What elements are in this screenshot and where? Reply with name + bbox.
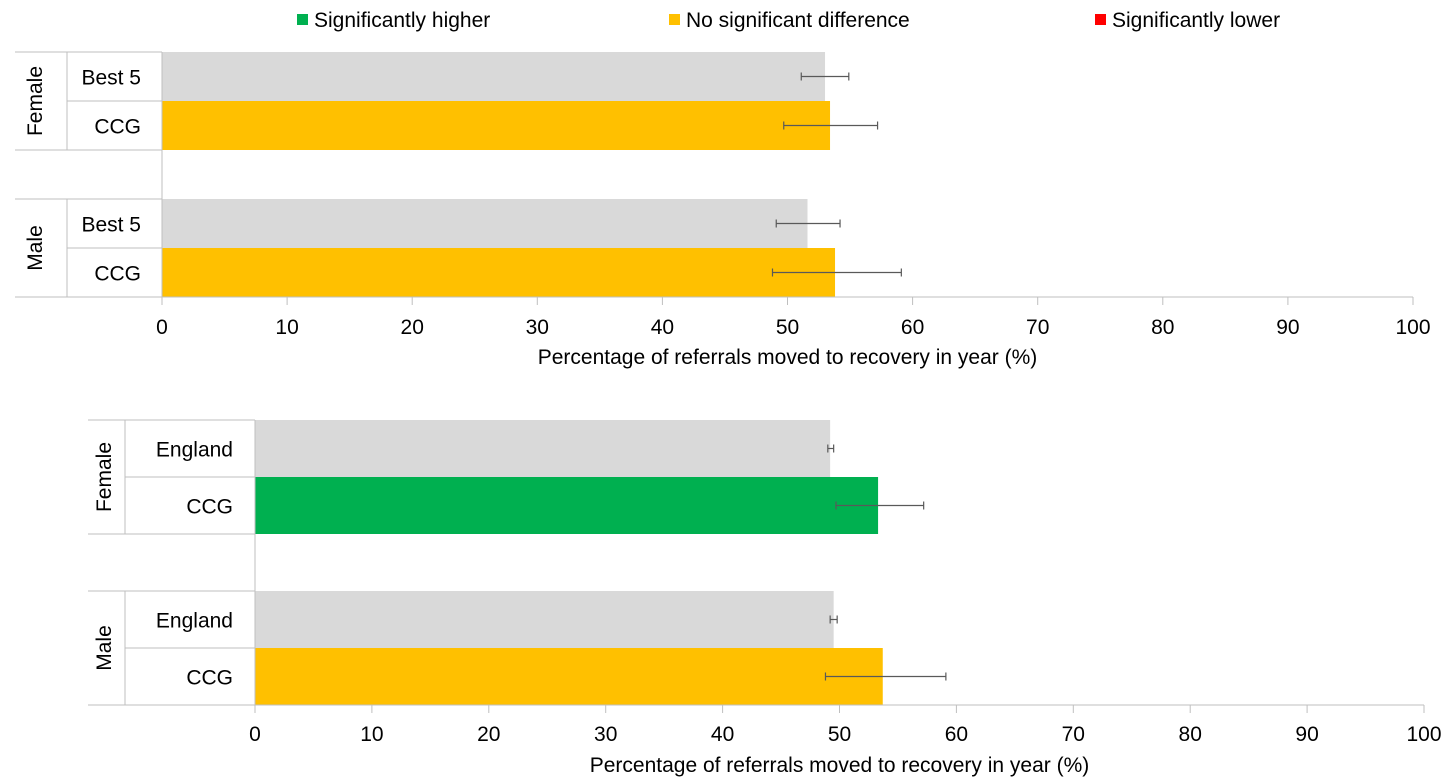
error-bar-male-england <box>829 615 838 624</box>
x-axis: 0 10 20 30 40 50 60 70 80 90 100 Percentage of refe… <box>88 704 1442 777</box>
bar-male-ccg <box>255 648 883 705</box>
error-bar-female-best-5 <box>800 72 850 81</box>
bar-male-england <box>255 591 834 648</box>
legend-item-significantly-lower: Significantly lower <box>1095 9 1280 32</box>
x-tick-label: 80 <box>1151 316 1174 339</box>
category-label: England <box>156 610 233 633</box>
x-tick-label: 70 <box>1062 723 1085 746</box>
legend-item-no-significant-difference: No significant difference <box>669 9 910 32</box>
category-label: CCG <box>186 496 233 519</box>
x-tick-label: 80 <box>1179 723 1202 746</box>
x-tick-label: 100 <box>1395 316 1430 339</box>
x-tick-label: 10 <box>360 723 383 746</box>
x-tick-label: 60 <box>901 316 924 339</box>
bars <box>255 420 883 705</box>
bar-female-best-5 <box>162 52 826 101</box>
category-label: Best 5 <box>81 67 141 90</box>
legend-item-significantly-higher: Significantly higher <box>297 9 490 32</box>
bar-female-ccg <box>255 477 879 534</box>
x-tick-label: 70 <box>1026 316 1049 339</box>
x-tick-label: 10 <box>275 316 298 339</box>
category-label: CCG <box>186 667 233 690</box>
x-tick-label: 30 <box>526 316 549 339</box>
error-bar-female-ccg <box>783 121 879 130</box>
chart-bottom: England CCG Female England CCG Male 0 10 20 30 40 5… <box>88 419 1442 777</box>
x-tick-label: 40 <box>651 316 674 339</box>
category-axis: Best 5 CCG Female Best 5 CCG Male <box>15 51 163 297</box>
x-axis-title: Percentage of referrals moved to recover… <box>590 754 1090 777</box>
legend-swatch <box>297 14 308 25</box>
x-tick-label: 100 <box>1406 723 1441 746</box>
legend-label: No significant difference <box>686 9 910 32</box>
legend-swatch <box>669 14 680 25</box>
bar-male-ccg <box>162 248 836 297</box>
group-label-female: Female <box>24 66 47 136</box>
error-bars <box>824 444 947 681</box>
error-bar-female-england <box>827 444 835 453</box>
bars <box>162 52 836 297</box>
category-label: Best 5 <box>81 214 141 237</box>
x-axis: 0 10 20 30 40 50 60 70 80 90 100 Percentage of refe… <box>15 296 1431 369</box>
legend-swatch <box>1095 14 1106 25</box>
category-label: England <box>156 439 233 462</box>
error-bar-male-ccg <box>824 672 947 681</box>
category-label: CCG <box>94 263 141 286</box>
legend-label: Significantly higher <box>314 9 490 32</box>
x-tick-label: 90 <box>1295 723 1318 746</box>
group-label-male: Male <box>24 225 47 271</box>
category-axis: England CCG Female England CCG Male <box>88 419 256 705</box>
group-label-female: Female <box>93 442 116 512</box>
x-tick-label: 30 <box>594 723 617 746</box>
bar-female-england <box>255 420 831 477</box>
x-tick-label: 40 <box>711 723 734 746</box>
x-tick-label: 60 <box>945 723 968 746</box>
x-tick-label: 50 <box>828 723 851 746</box>
chart-top: Best 5 CCG Female Best 5 CCG Male 0 10 20 30 40 50 6… <box>15 51 1431 369</box>
error-bar-male-best-5 <box>775 219 841 228</box>
x-tick-label: 0 <box>249 723 261 746</box>
x-tick-label: 20 <box>477 723 500 746</box>
bar-female-ccg <box>162 101 831 150</box>
legend: Significantly higher No significant diffe… <box>297 9 1280 32</box>
category-label: CCG <box>94 116 141 139</box>
error-bars <box>771 72 902 277</box>
x-tick-label: 20 <box>401 316 424 339</box>
x-tick-label: 90 <box>1276 316 1299 339</box>
error-bar-male-ccg <box>771 268 902 277</box>
error-bar-female-ccg <box>835 501 925 510</box>
x-tick-label: 0 <box>156 316 168 339</box>
bar-male-best-5 <box>162 199 808 248</box>
x-axis-title: Percentage of referrals moved to recover… <box>538 346 1038 369</box>
legend-label: Significantly lower <box>1112 9 1280 32</box>
group-label-male: Male <box>93 625 116 671</box>
x-tick-label: 50 <box>776 316 799 339</box>
